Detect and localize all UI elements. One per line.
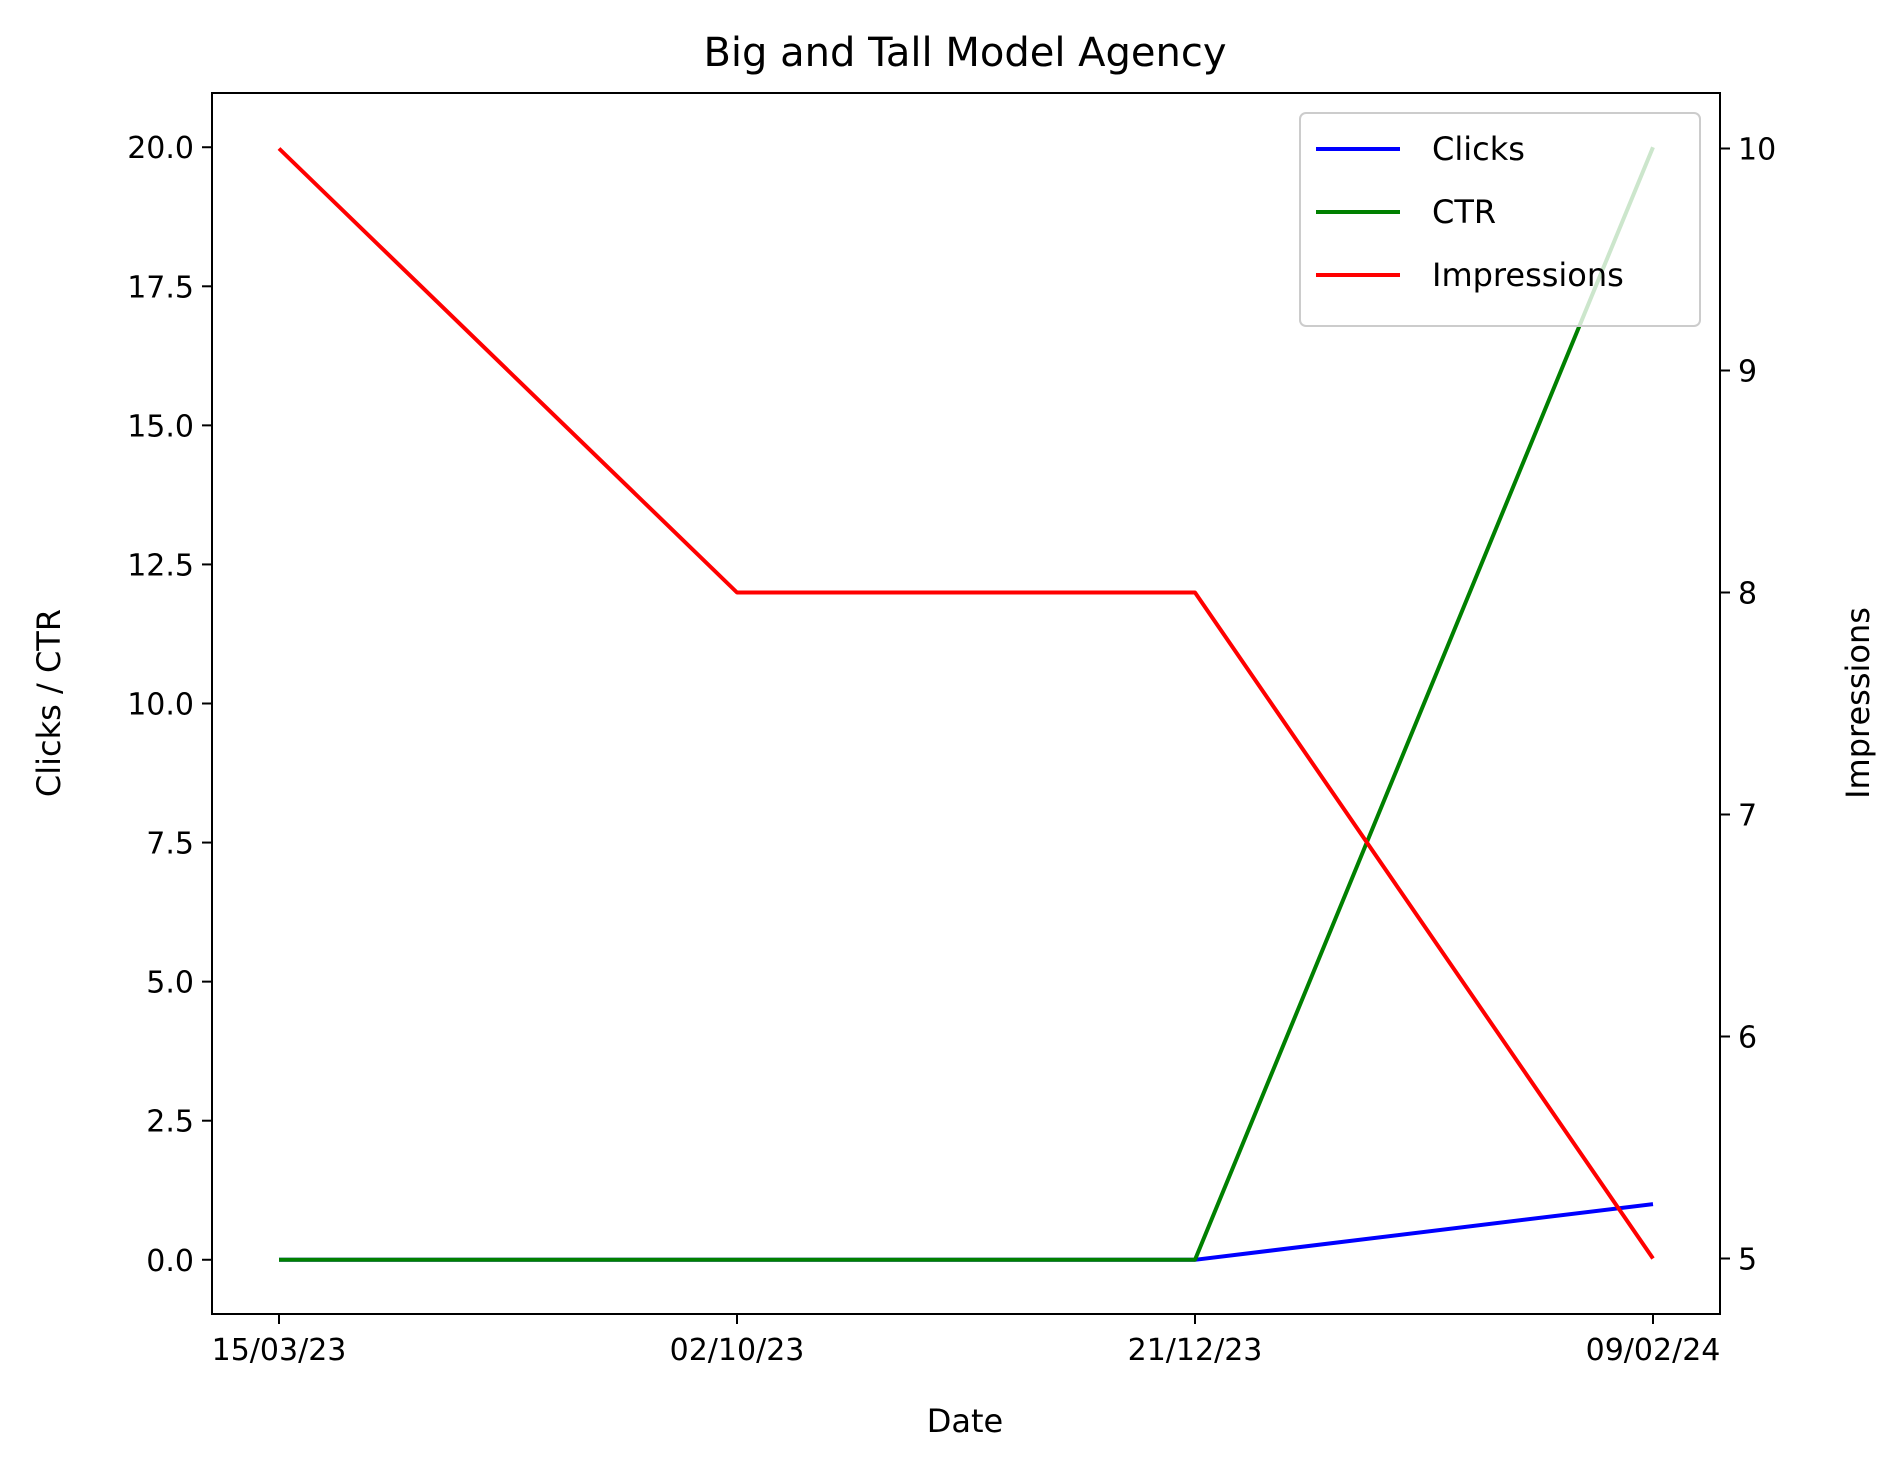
y-right-tick-label: 9 [1738, 355, 1757, 390]
series-line-ctr [279, 146, 1655, 1262]
x-tick-label: 15/03/23 [212, 1333, 347, 1368]
y-axis-left: 0.0 2.5 5.0 7.5 10.0 12.5 15.0 17.5 20.0 [127, 131, 212, 1279]
y-left-tick-label: 2.5 [146, 1105, 194, 1140]
y-left-tick-label: 10.0 [127, 688, 194, 723]
y-left-tick-label: 20.0 [127, 131, 194, 166]
y-axis-right-title: Impressions [1839, 607, 1877, 799]
legend-label-impressions: Impressions [1432, 256, 1624, 294]
series-layer [277, 146, 1655, 1262]
chart-title: Big and Tall Model Agency [703, 30, 1226, 76]
y-right-tick-label: 7 [1738, 799, 1757, 834]
legend-label-clicks: Clicks [1432, 130, 1525, 168]
legend: Clicks CTR Impressions [1299, 112, 1701, 327]
x-axis: 15/03/23 02/10/23 21/12/23 09/02/24 [212, 1314, 1721, 1368]
y-left-tick-label: 5.0 [146, 966, 194, 1001]
y-right-tick-label: 6 [1738, 1021, 1757, 1056]
legend-box [1299, 112, 1701, 327]
y-left-tick-label: 7.5 [146, 827, 194, 862]
y-axis-left-title: Clicks / CTR [30, 609, 68, 797]
y-right-tick-label: 5 [1738, 1243, 1757, 1278]
y-left-tick-label: 12.5 [127, 548, 194, 583]
series-line-impressions [277, 147, 1655, 1260]
x-tick-label: 02/10/23 [670, 1333, 805, 1368]
x-axis-title: Date [927, 1402, 1003, 1440]
y-right-tick-label: 8 [1738, 577, 1757, 612]
y-left-tick-label: 0.0 [146, 1244, 194, 1279]
y-axis-right: 5 6 7 8 9 10 [1720, 133, 1776, 1278]
y-left-tick-label: 17.5 [127, 270, 194, 305]
y-left-tick-label: 15.0 [127, 409, 194, 444]
x-tick-label: 09/02/24 [1586, 1333, 1721, 1368]
x-tick-label: 21/12/23 [1128, 1333, 1263, 1368]
y-right-tick-label: 10 [1738, 133, 1776, 168]
legend-label-ctr: CTR [1432, 193, 1496, 231]
